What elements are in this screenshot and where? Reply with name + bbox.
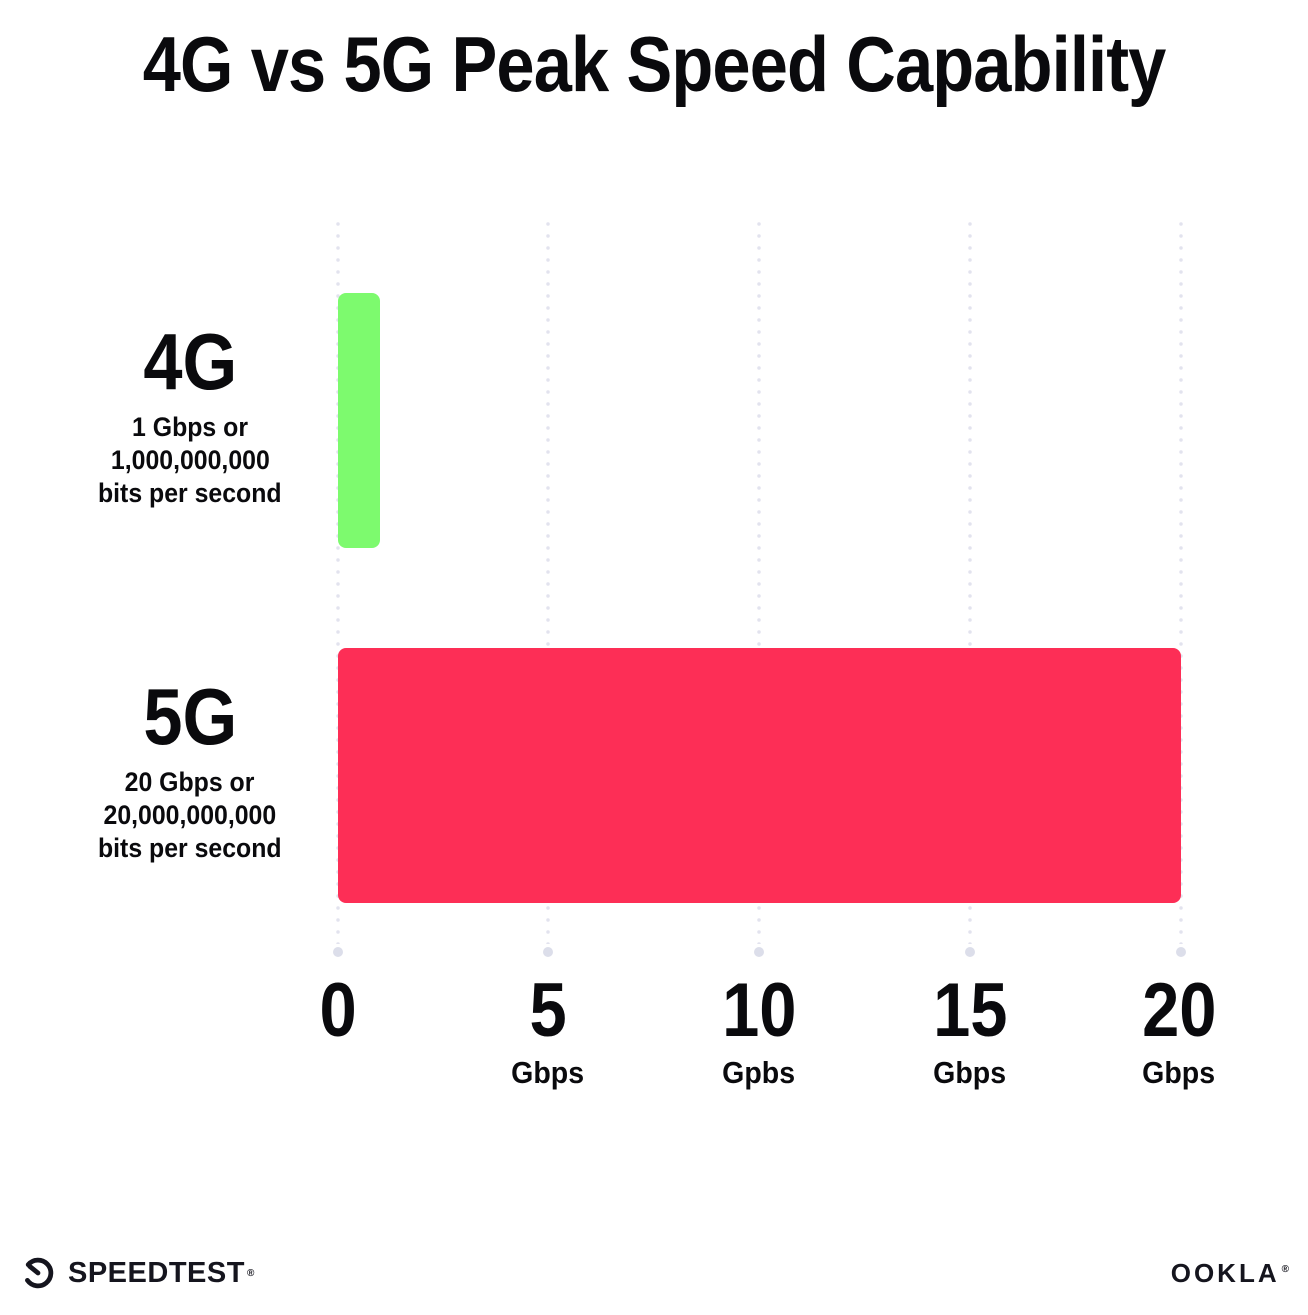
gridline-end-dot	[333, 947, 343, 957]
row-label-5g-line2: 20,000,000,000	[103, 800, 277, 830]
gridline-dots	[757, 222, 761, 944]
ookla-registered-mark: ®	[1281, 1264, 1292, 1276]
speedtest-gauge-icon	[25, 1257, 54, 1289]
x-tick-0-value: 0	[319, 968, 357, 1053]
gridline-end-dot	[543, 947, 553, 957]
row-label-4g-line1: 1 Gbps or	[132, 412, 248, 442]
row-label-4g: 4G 1 Gbps or 1,000,000,000 bits per seco…	[40, 322, 340, 510]
row-label-5g-description: 20 Gbps or 20,000,000,000 bits per secon…	[40, 766, 340, 865]
x-tick-0: 0	[218, 972, 458, 1090]
x-tick-20-value: 20	[1141, 968, 1217, 1053]
gridline-5	[543, 222, 553, 957]
row-label-5g-title: 5G	[143, 672, 237, 761]
gridline-dots	[546, 222, 550, 944]
x-tick-20: 20 Gbps	[1059, 972, 1299, 1090]
row-label-5g: 5G 20 Gbps or 20,000,000,000 bits per se…	[40, 677, 340, 865]
speedtest-wordmark: SPEEDTEST	[68, 1256, 245, 1289]
x-tick-10: 10 Gpbs	[639, 972, 879, 1090]
gridline-0	[333, 222, 343, 957]
ookla-wordmark: OOKLA	[1170, 1258, 1280, 1288]
x-tick-15: 15 Gbps	[850, 972, 1090, 1090]
chart-title: 4G vs 5G Peak Speed Capability	[0, 16, 1308, 112]
x-tick-15-unit: Gbps	[933, 1055, 1007, 1090]
bar-4g	[338, 293, 380, 548]
gridline-dots	[1179, 222, 1183, 944]
x-tick-10-unit: Gpbs	[722, 1055, 796, 1090]
gridline-dots	[336, 222, 340, 944]
x-tick-20-unit: Gbps	[1142, 1055, 1216, 1090]
x-tick-5: 5 Gbps	[428, 972, 668, 1090]
ookla-logo: OOKLA ®	[1171, 1258, 1292, 1289]
x-tick-5-unit: Gbps	[511, 1055, 585, 1090]
x-tick-0-unit	[218, 1056, 458, 1090]
gridline-10	[754, 222, 764, 957]
x-tick-15-value: 15	[932, 968, 1008, 1053]
row-label-4g-line3: bits per second	[98, 478, 282, 508]
x-tick-5-value: 5	[529, 968, 567, 1053]
gridline-end-dot	[754, 947, 764, 957]
bar-5g	[338, 648, 1181, 903]
row-label-5g-line3: bits per second	[98, 833, 282, 863]
speedtest-registered-mark: ®	[246, 1267, 255, 1279]
gridline-end-dot	[965, 947, 975, 957]
row-label-4g-line2: 1,000,000,000	[110, 445, 270, 475]
gridline-dots	[968, 222, 972, 944]
row-label-5g-line1: 20 Gbps or	[125, 767, 255, 797]
row-label-4g-title: 4G	[143, 317, 237, 406]
chart-title-text: 4G vs 5G Peak Speed Capability	[142, 20, 1167, 108]
gridline-20	[1176, 222, 1186, 957]
gridline-15	[965, 222, 975, 957]
speedtest-logo: SPEEDTEST ®	[18, 1250, 254, 1296]
x-tick-10-value: 10	[721, 968, 797, 1053]
row-label-4g-description: 1 Gbps or 1,000,000,000 bits per second	[40, 411, 340, 510]
gridline-end-dot	[1176, 947, 1186, 957]
